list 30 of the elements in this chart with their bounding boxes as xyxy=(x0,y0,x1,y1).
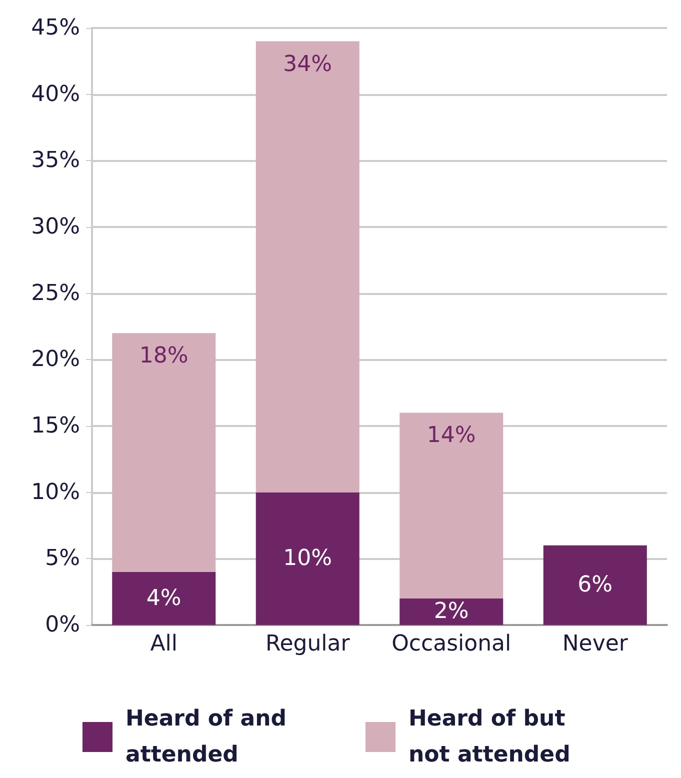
legend-label: Heard of but not attended xyxy=(408,706,573,768)
y-tick-label: 20% xyxy=(31,347,80,372)
data-label: 18% xyxy=(139,344,188,369)
y-tick-label: 5% xyxy=(45,546,80,572)
y-tick-label: 45% xyxy=(31,16,80,40)
bar xyxy=(400,412,504,598)
y-tick-label: 30% xyxy=(31,214,80,240)
y-tick-label: 10% xyxy=(31,480,80,505)
x-tick-label: Occasional xyxy=(392,632,512,656)
y-tick-label: 0% xyxy=(45,612,80,638)
bar xyxy=(543,545,647,625)
y-tick-label: 25% xyxy=(31,280,80,306)
data-label: 10% xyxy=(283,546,332,572)
x-tick-label: Never xyxy=(562,632,629,656)
bar xyxy=(112,333,216,572)
bar xyxy=(112,572,216,625)
data-label: 14% xyxy=(426,423,476,448)
y-tick-label: 40% xyxy=(31,82,80,107)
data-label: 6% xyxy=(578,572,613,598)
y-tick-label: 15% xyxy=(31,414,80,438)
legend-label: Heard of and attended xyxy=(126,706,294,768)
bar xyxy=(400,598,504,625)
x-tick-label: All xyxy=(150,632,178,656)
y-tick-label: 35% xyxy=(31,148,80,174)
data-label: 2% xyxy=(434,599,469,624)
bar xyxy=(256,41,360,492)
bar xyxy=(256,492,360,625)
data-label: 4% xyxy=(146,586,182,611)
x-tick-label: Regular xyxy=(265,632,351,656)
data-label: 34% xyxy=(283,52,332,77)
